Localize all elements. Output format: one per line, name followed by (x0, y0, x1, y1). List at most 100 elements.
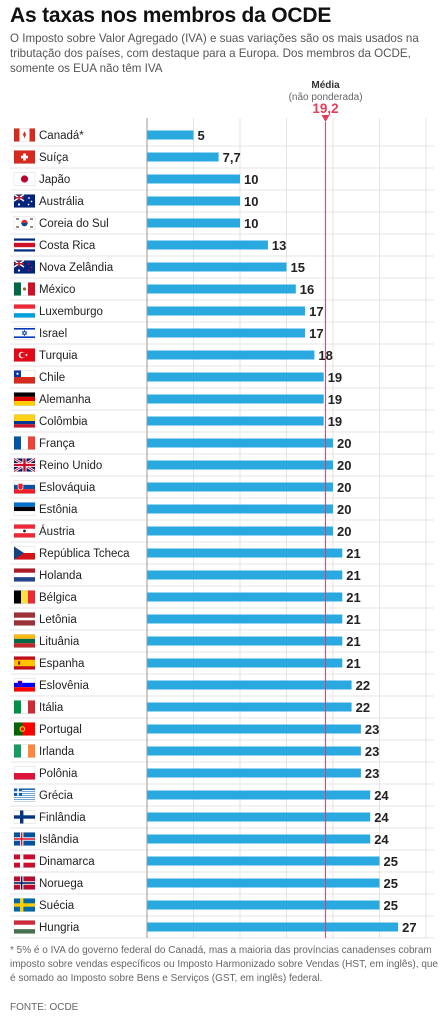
value-label: 19 (328, 370, 342, 385)
value-label: 16 (300, 282, 314, 297)
country-label: Grécia (39, 790, 73, 802)
value-label: 21 (346, 590, 360, 605)
flag-hungary-icon (13, 920, 36, 934)
country-label: Turquia (39, 350, 78, 362)
value-label: 13 (272, 238, 286, 253)
country-label: Bélgica (39, 592, 77, 604)
bar (147, 460, 333, 470)
flag-new-zealand-icon (13, 259, 36, 274)
flag-denmark-icon (13, 854, 36, 868)
bar (147, 196, 240, 206)
flag-greece-icon (13, 788, 36, 802)
value-label: 27 (402, 920, 416, 935)
bar (147, 130, 194, 140)
value-label: 20 (337, 480, 351, 495)
country-label: Austrália (39, 196, 84, 208)
value-label: 25 (384, 898, 398, 913)
bar (147, 680, 352, 690)
bar (147, 372, 324, 382)
value-label: 7,7 (223, 150, 241, 165)
flag-slovenia-icon (13, 678, 36, 692)
country-label: Colômbia (39, 416, 88, 428)
country-label: México (39, 284, 75, 296)
flag-portugal-icon (13, 722, 36, 736)
bar (147, 746, 361, 756)
value-label: 19 (328, 392, 342, 407)
country-label: Itália (39, 702, 64, 714)
value-label: 19 (328, 414, 342, 429)
country-label: Luxemburgo (39, 306, 103, 318)
bar (147, 284, 296, 294)
country-label: Eslováquia (39, 482, 96, 494)
flag-australia-icon (13, 193, 36, 208)
country-label: Chile (39, 372, 65, 384)
flag-lithuania-icon (13, 634, 36, 648)
value-label: 20 (337, 524, 351, 539)
flag-ireland-icon (13, 744, 36, 758)
value-label: 10 (244, 172, 258, 187)
country-label: Dinamarca (39, 856, 95, 868)
value-label: 20 (337, 436, 351, 451)
bar (147, 834, 371, 844)
bar (147, 790, 371, 800)
value-label: 25 (384, 854, 398, 869)
value-label: 23 (365, 766, 379, 781)
country-label: Espanha (39, 658, 85, 670)
country-label: Portugal (39, 724, 82, 736)
flag-czech-republic-icon (13, 546, 36, 560)
country-label: Islândia (39, 834, 79, 846)
value-label: 24 (374, 788, 389, 803)
bar (147, 482, 333, 492)
value-label: 17 (309, 304, 323, 319)
value-label: 23 (365, 722, 379, 737)
country-label: Reino Unido (39, 460, 102, 472)
flag-mexico-icon (13, 282, 36, 296)
bar (147, 328, 306, 338)
bar (147, 724, 361, 734)
flag-chile-icon (13, 370, 36, 384)
bar (147, 878, 380, 888)
value-label: 21 (346, 612, 360, 627)
bar (147, 768, 361, 778)
value-label: 23 (365, 744, 379, 759)
source-note: FONTE: OCDE (10, 1002, 79, 1013)
country-label: Estônia (39, 504, 78, 516)
country-label: Letônia (39, 614, 77, 626)
chart-title: As taxas nos membros da OCDE (10, 4, 332, 27)
bar (147, 350, 315, 360)
country-label: Áustria (39, 525, 75, 538)
bar-chart: Canadá* 5 Suíça 7,7 Japão 10 Austrália 10 Coreia… (10, 80, 434, 939)
country-label: Coreia do Sul (39, 218, 109, 230)
country-label: Israel (39, 328, 67, 340)
value-label: 20 (337, 502, 351, 517)
bar (147, 152, 219, 162)
chart-subtitle: O Imposto sobre Valor Agregado (IVA) e s… (10, 32, 419, 75)
bar (147, 416, 324, 426)
flag-norway-icon (13, 876, 36, 890)
flag-canada-icon (13, 128, 36, 142)
flag-france-icon (13, 436, 36, 450)
flag-finland-icon (13, 810, 36, 824)
bar (147, 548, 343, 558)
flag-slovakia-icon (13, 480, 36, 494)
value-label: 20 (337, 458, 351, 473)
value-label: 21 (346, 568, 360, 583)
average-title: Média (311, 80, 340, 91)
flag-austria-icon (13, 524, 36, 538)
country-label: Hungria (39, 922, 80, 934)
value-label: 22 (356, 678, 370, 693)
country-label: Polônia (39, 768, 78, 780)
bar (147, 636, 343, 646)
footnote: * 5% é o IVA do governo federal do Canad… (10, 945, 438, 984)
flag-united-kingdom-icon (13, 457, 36, 473)
country-label: França (39, 438, 75, 450)
country-label: Irlanda (39, 746, 75, 758)
flag-south-korea-icon (13, 216, 36, 230)
value-label: 21 (346, 634, 360, 649)
country-label: Alemanha (39, 394, 91, 406)
flag-iceland-icon (13, 832, 36, 846)
value-label: 10 (244, 194, 258, 209)
bar (147, 218, 240, 228)
bar (147, 592, 343, 602)
country-label: Suíça (39, 152, 69, 164)
